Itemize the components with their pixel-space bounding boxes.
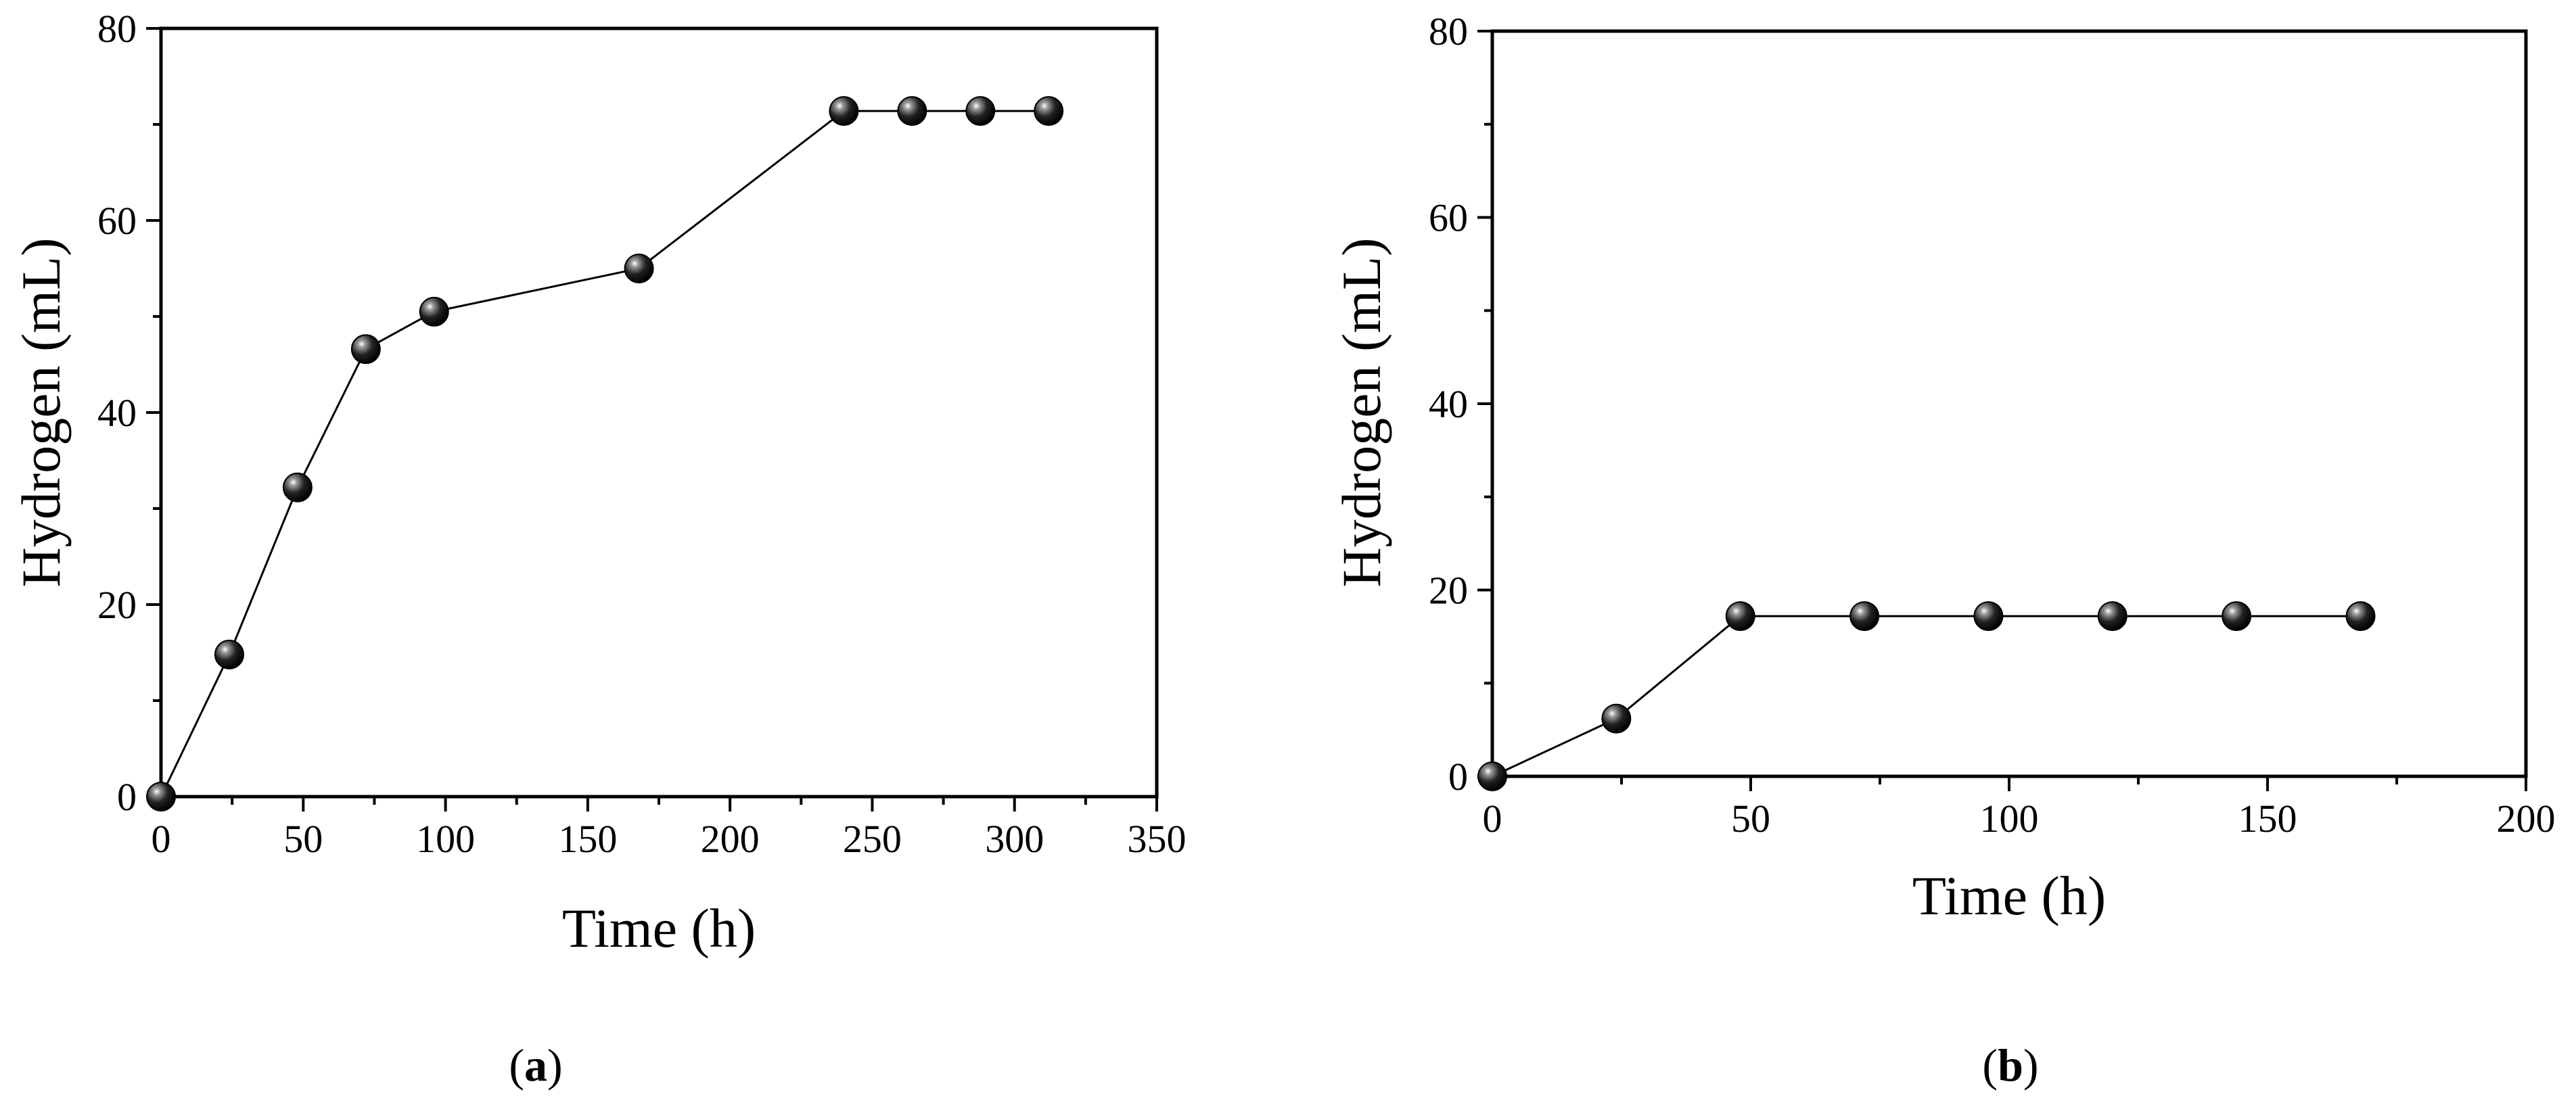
data-point [624,254,654,283]
data-point [965,96,996,126]
x-tick-label: 100 [1980,797,2039,841]
caption-close: ) [2023,1039,2039,1091]
x-tick-label: 150 [2238,797,2297,841]
x-tick-label: 300 [985,817,1044,861]
x-tick-label: 350 [1128,817,1187,861]
caption-open: ( [509,1039,524,1091]
y-tick-label: 0 [1448,755,1468,799]
data-point [350,334,381,365]
data-point [1973,601,2004,632]
y-tick-label: 40 [1429,382,1468,426]
y-tick-label: 80 [97,7,137,51]
x-axis-ticks: 0 50 100 150 200 250 300 350 [152,797,1187,861]
x-tick-label: 150 [558,817,617,861]
y-tick-label: 60 [97,199,137,243]
chart-panel-b: 0 50 100 150 200 0 20 40 60 80 Time (h) Hydrogen… [1331,9,2556,1091]
x-axis-label: Time (h) [1912,865,2106,926]
y-tick-label: 0 [117,775,137,819]
x-axis-ticks: 0 50 100 150 200 [1483,776,2556,841]
y-tick-label: 40 [97,391,137,435]
data-point [1477,761,1507,791]
plot-frame [1490,29,2528,778]
data-series [1477,601,2376,791]
series-line [1492,615,2361,778]
data-point [1725,601,1755,632]
caption-letter: b [1998,1039,2023,1091]
x-tick-label: 200 [701,817,760,861]
data-point [2097,601,2128,632]
x-tick-label: 0 [152,817,171,861]
panel-caption: (b) [1982,1039,2038,1091]
y-tick-label: 20 [1429,569,1468,613]
x-tick-label: 50 [283,817,323,861]
data-point [897,96,927,126]
data-point [829,96,859,126]
caption-letter: a [524,1039,547,1091]
data-point [2222,601,2252,632]
x-tick-label: 200 [2497,797,2556,841]
y-axis-label: Hydrogen (mL) [1331,238,1392,588]
data-point [419,296,449,327]
x-tick-label: 250 [843,817,902,861]
x-tick-label: 0 [1483,797,1502,841]
y-axis-ticks: 0 20 40 60 80 [1429,9,1492,799]
data-point [1034,96,1064,126]
data-point [146,782,176,812]
plot-frame [159,26,1159,799]
y-axis-label: Hydrogen (mL) [10,238,72,588]
panel-caption: (a) [509,1039,562,1091]
chart-panel-a: 0 50 100 150 200 250 300 350 0 20 40 60 80 Time (h)… [10,7,1187,1091]
data-point [214,639,244,669]
x-tick-label: 100 [416,817,475,861]
data-point [1849,601,1880,632]
data-series [146,96,1064,812]
data-point [1601,703,1632,734]
series-line [160,110,1049,797]
y-tick-label: 20 [97,583,137,627]
data-point [2345,601,2376,632]
caption-close: ) [547,1039,563,1091]
x-tick-label: 50 [1731,797,1770,841]
data-point [282,472,313,502]
y-axis-ticks: 0 20 40 60 80 [97,7,161,819]
caption-open: ( [1982,1039,1998,1091]
x-axis-label: Time (h) [562,897,756,959]
y-tick-label: 60 [1429,196,1468,240]
y-tick-label: 80 [1429,9,1468,53]
